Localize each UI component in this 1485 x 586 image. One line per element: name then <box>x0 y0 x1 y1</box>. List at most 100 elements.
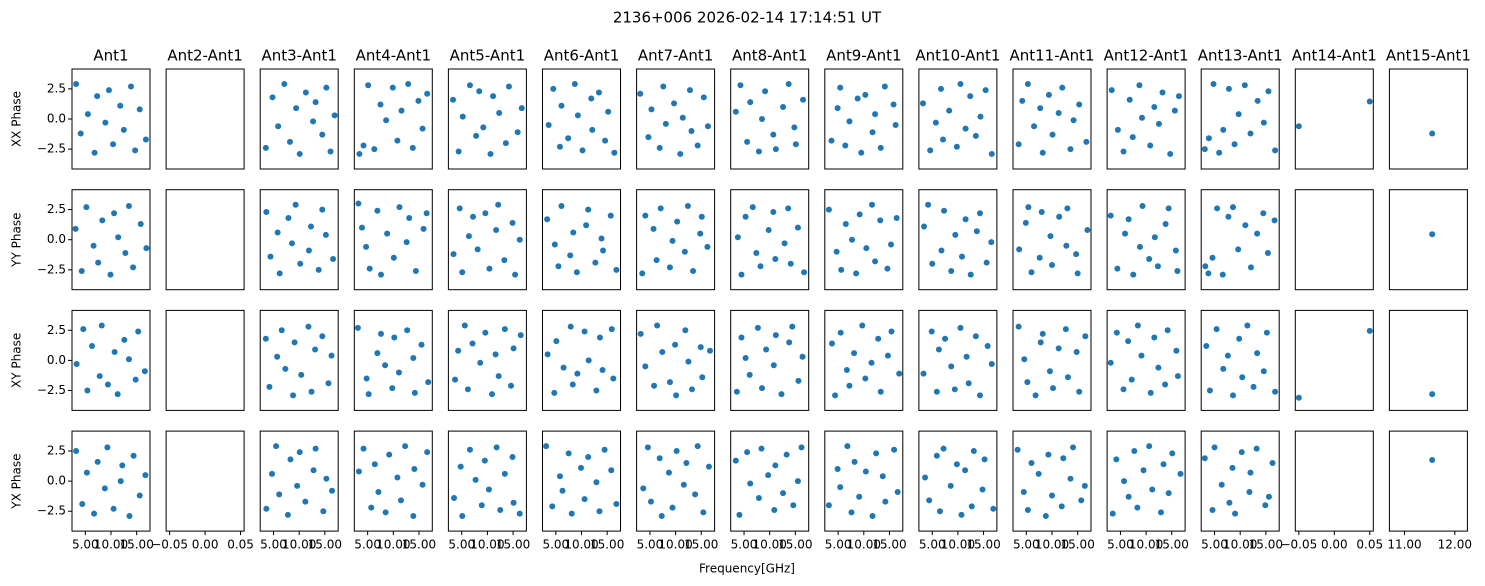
scatter-point <box>130 452 137 459</box>
scatter-point <box>747 480 754 487</box>
x-tick-label: 15.00 <box>1060 538 1094 552</box>
scatter-point <box>464 386 471 393</box>
scatter-point <box>927 147 934 154</box>
scatter-point <box>1015 323 1022 330</box>
scatter-point <box>459 269 466 276</box>
scatter-point <box>72 225 79 232</box>
column-title: Ant12-Ant1 <box>1104 47 1189 65</box>
scatter-point <box>744 138 751 145</box>
scatter-point <box>669 237 676 244</box>
x-tick-label: 5.00 <box>542 538 569 552</box>
scatter-point <box>1076 388 1083 395</box>
scatter-point <box>672 341 679 348</box>
scatter-point <box>356 150 363 157</box>
scatter-point <box>662 120 669 127</box>
y-tick-label: 0.0 <box>47 353 66 367</box>
scatter-point <box>1201 455 1208 462</box>
scatter-point <box>1020 488 1027 495</box>
scatter-point <box>1220 126 1227 133</box>
scatter-point <box>298 371 305 378</box>
scatter-point <box>94 93 101 100</box>
scatter-point <box>790 502 797 509</box>
x-tick-label: 0.05 <box>227 538 254 552</box>
scatter-point <box>415 97 422 104</box>
scatter-point <box>798 444 805 451</box>
panel-frame <box>1294 68 1374 170</box>
scatter-point <box>466 446 473 453</box>
scatter-point <box>698 213 705 220</box>
scatter-point <box>851 350 858 357</box>
scatter-point <box>1146 443 1153 450</box>
scatter-point <box>1265 493 1272 500</box>
scatter-point <box>1231 141 1238 148</box>
scatter-point <box>360 142 367 149</box>
scatter-point <box>1155 120 1162 127</box>
scatter-point <box>322 231 329 238</box>
scatter-point <box>1025 204 1032 211</box>
scatter-point <box>377 101 384 108</box>
column-title: Ant15-Ant1 <box>1386 47 1471 65</box>
scatter-point <box>323 84 330 91</box>
scatter-point <box>544 351 551 358</box>
scatter-point <box>1366 98 1373 105</box>
x-tick-label: 15.00 <box>496 538 530 552</box>
scatter-point <box>382 509 389 516</box>
scatter-point <box>1175 93 1182 100</box>
scatter-point <box>973 228 980 235</box>
scatter-point <box>354 324 361 331</box>
column-title: Ant13-Ant1 <box>1198 47 1283 65</box>
x-tick-label: −0.05 <box>151 538 188 552</box>
scatter-point <box>759 116 766 122</box>
scatter-point <box>1046 368 1053 375</box>
scatter-point <box>545 122 552 129</box>
scatter-point <box>940 136 947 143</box>
panel-frame <box>1388 430 1468 532</box>
panel-frame <box>1388 189 1468 291</box>
scatter-point <box>920 100 927 107</box>
scatter-point <box>926 497 933 504</box>
scatter-point <box>1039 330 1046 337</box>
scatter-point <box>489 391 496 398</box>
panel-frame <box>259 68 339 170</box>
scatter-point <box>80 326 87 333</box>
scatter-point <box>953 461 960 468</box>
scatter-point <box>976 210 983 217</box>
scatter-point <box>114 391 121 398</box>
scatter-point <box>553 338 560 345</box>
scatter-point <box>1210 81 1217 88</box>
scatter-point <box>656 144 663 151</box>
scatter-point <box>1220 365 1227 372</box>
scatter-point <box>567 323 574 330</box>
scatter-point <box>1247 130 1254 137</box>
scatter-point <box>482 329 489 336</box>
scatter-point <box>697 230 704 237</box>
panel-frame <box>165 309 245 411</box>
scatter-point <box>319 333 326 340</box>
scatter-point <box>394 474 401 481</box>
x-tick-label: 10.00 <box>564 538 598 552</box>
scatter-point <box>872 258 879 265</box>
x-tick-label: 15.00 <box>872 538 906 552</box>
scatter-point <box>772 332 779 339</box>
scatter-point <box>132 376 139 383</box>
scatter-point <box>962 467 969 474</box>
scatter-point <box>744 449 751 456</box>
scatter-point <box>282 365 289 372</box>
scatter-point <box>671 100 678 107</box>
scatter-point <box>296 449 303 456</box>
panel-frame <box>636 309 716 411</box>
x-tick-label: 10.00 <box>94 538 128 552</box>
scatter-point <box>456 205 463 212</box>
scatter-point <box>358 224 365 231</box>
scatter-point <box>559 487 566 494</box>
column-title: Ant2-Ant1 <box>167 47 242 65</box>
panel-frame <box>1012 309 1092 411</box>
scatter-point <box>402 443 409 450</box>
scatter-point <box>842 221 849 228</box>
scatter-point <box>786 339 793 346</box>
scatter-point <box>419 481 426 488</box>
scatter-point <box>1173 347 1180 354</box>
scatter-point <box>799 353 806 360</box>
scatter-point <box>308 223 315 230</box>
scatter-point <box>1172 247 1179 254</box>
